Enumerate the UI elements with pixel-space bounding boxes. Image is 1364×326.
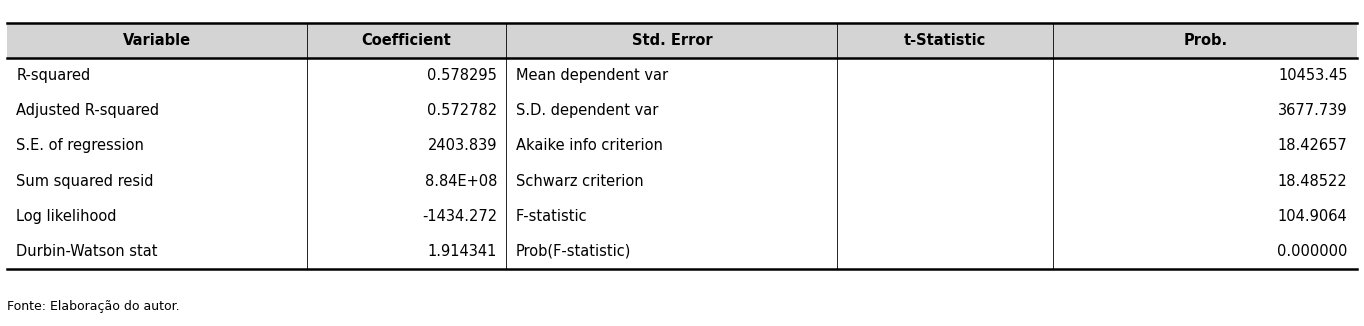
Text: 8.84E+08: 8.84E+08 <box>424 173 496 188</box>
Text: Akaike info criterion: Akaike info criterion <box>516 138 663 154</box>
Text: Prob.: Prob. <box>1183 33 1228 48</box>
Text: Coefficient: Coefficient <box>361 33 451 48</box>
Text: S.E. of regression: S.E. of regression <box>16 138 145 154</box>
Text: 3677.739: 3677.739 <box>1278 103 1348 118</box>
Text: 1.914341: 1.914341 <box>427 244 496 259</box>
Text: Prob(F-statistic): Prob(F-statistic) <box>516 244 632 259</box>
Text: 2403.839: 2403.839 <box>427 138 496 154</box>
Text: t-Statistic: t-Statistic <box>904 33 986 48</box>
Text: 18.42657: 18.42657 <box>1278 138 1348 154</box>
Text: Std. Error: Std. Error <box>632 33 712 48</box>
Text: S.D. dependent var: S.D. dependent var <box>516 103 659 118</box>
Text: Sum squared resid: Sum squared resid <box>16 173 154 188</box>
Text: 10453.45: 10453.45 <box>1278 68 1348 83</box>
Text: Log likelihood: Log likelihood <box>16 209 117 224</box>
Text: 104.9064: 104.9064 <box>1278 209 1348 224</box>
Text: 0.572782: 0.572782 <box>427 103 496 118</box>
Text: 0.578295: 0.578295 <box>427 68 496 83</box>
Text: 0.000000: 0.000000 <box>1277 244 1348 259</box>
Text: Schwarz criterion: Schwarz criterion <box>516 173 644 188</box>
Text: F-statistic: F-statistic <box>516 209 588 224</box>
Bar <box>7 23 1357 58</box>
Text: Fonte: Elaboração do autor.: Fonte: Elaboração do autor. <box>7 300 180 313</box>
Text: Mean dependent var: Mean dependent var <box>516 68 668 83</box>
Text: Durbin-Watson stat: Durbin-Watson stat <box>16 244 158 259</box>
Text: 18.48522: 18.48522 <box>1278 173 1348 188</box>
Text: R-squared: R-squared <box>16 68 90 83</box>
Text: Adjusted R-squared: Adjusted R-squared <box>16 103 160 118</box>
Text: -1434.272: -1434.272 <box>421 209 496 224</box>
Text: Variable: Variable <box>123 33 191 48</box>
